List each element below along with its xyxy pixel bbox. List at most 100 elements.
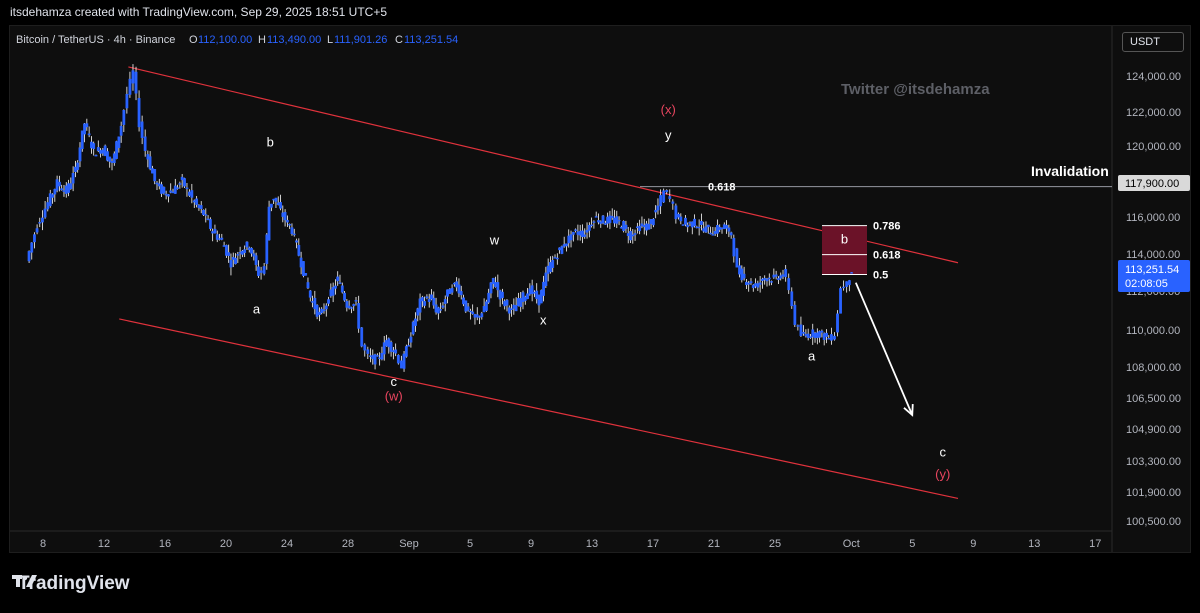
candle-body: [320, 308, 324, 314]
candle-body: [27, 251, 31, 262]
x-tick-label: 5: [467, 538, 473, 550]
x-tick-label: 21: [708, 538, 720, 550]
candle-body: [629, 231, 632, 241]
candle-body: [796, 325, 800, 327]
candle-body: [292, 233, 296, 236]
channel-upper-line[interactable]: [128, 66, 959, 264]
candle-body: [64, 185, 68, 194]
currency-button[interactable]: USDT: [1122, 32, 1184, 52]
fib-level-label: 0.618: [873, 250, 901, 262]
candle-body: [466, 306, 470, 311]
candle-body: [459, 291, 463, 296]
candle-body: [693, 218, 696, 227]
candle-body: [729, 232, 733, 236]
candle-body: [813, 332, 817, 338]
candle-body: [87, 133, 91, 136]
y-tick-label: 103,300.00: [1126, 456, 1181, 468]
candle-body: [112, 153, 116, 164]
candle-body: [122, 110, 126, 125]
candle-body: [747, 282, 751, 285]
candle-body: [60, 188, 64, 191]
candle-body: [784, 268, 788, 278]
candle-body: [839, 288, 842, 314]
candle-body: [478, 316, 481, 318]
fib-b-zone[interactable]: [822, 225, 867, 275]
chart-frame[interactable]: [9, 25, 1191, 553]
x-tick-label: 8: [40, 538, 46, 550]
candle-body: [833, 335, 836, 340]
candle-body: [83, 123, 86, 135]
candle-body: [544, 272, 548, 287]
candle-body: [749, 281, 753, 284]
candle-body: [576, 231, 580, 235]
candle-body: [505, 299, 509, 306]
candle-body: [357, 303, 361, 329]
candle-body: [101, 149, 105, 154]
candle-body: [204, 214, 208, 216]
candle-body: [679, 216, 683, 222]
candle-body: [62, 190, 66, 192]
watermark-text: Twitter @itsdehamza: [841, 81, 990, 98]
candle-body: [571, 231, 575, 235]
candle-body: [80, 130, 84, 150]
legend-low-value: 111,901.26: [334, 34, 387, 46]
candle-body: [94, 154, 98, 157]
candle-body: [167, 194, 170, 197]
candle-body: [498, 290, 502, 300]
candle-body: [164, 193, 168, 196]
candle-body: [815, 332, 819, 338]
candle-body: [555, 257, 559, 260]
candle-body: [448, 289, 452, 294]
candle-body: [530, 285, 534, 295]
candle-body: [301, 261, 305, 277]
candle-body: [631, 234, 635, 237]
x-tick-label: 28: [342, 538, 354, 550]
candle-body: [272, 198, 276, 201]
candle-body: [767, 277, 771, 280]
tradingview-logo-icon: [12, 575, 37, 587]
x-tick-label: 9: [970, 538, 976, 550]
candle-body: [754, 283, 757, 287]
candle-body: [38, 222, 42, 224]
candle-body: [574, 229, 578, 231]
projection-arrow-line[interactable]: [854, 282, 914, 416]
candle-body: [662, 190, 666, 203]
candle-body: [706, 224, 710, 228]
candle-body: [822, 333, 826, 340]
candle-body: [668, 196, 672, 199]
candle-body: [297, 245, 301, 256]
candle-body: [700, 220, 703, 225]
candle-body: [514, 305, 518, 312]
x-tick-label: 17: [647, 538, 659, 550]
candle-body: [686, 224, 690, 228]
candle-body: [539, 290, 543, 304]
candle-body: [560, 246, 564, 254]
candle-body: [257, 266, 260, 277]
candle-body: [567, 235, 571, 244]
candle-body: [115, 141, 118, 159]
candle-body: [41, 217, 44, 223]
candle-body: [343, 292, 346, 301]
candle-body: [385, 340, 388, 347]
channel-lower-line[interactable]: [119, 318, 959, 500]
candle-body: [430, 294, 433, 300]
candle-body: [799, 324, 803, 336]
candle-body: [227, 252, 231, 256]
candle-body: [608, 215, 612, 224]
candle-body: [761, 278, 764, 281]
candle-body: [592, 221, 596, 223]
x-tick-label: 13: [586, 538, 598, 550]
candle-body: [262, 266, 266, 274]
candle-body: [192, 200, 196, 203]
candle-body: [290, 227, 294, 235]
candle-body: [234, 257, 237, 265]
candle-body: [414, 318, 417, 326]
candle-body: [551, 259, 555, 268]
candle-body: [202, 209, 205, 216]
candle-body: [549, 262, 552, 273]
legend-symbol: Bitcoin / TetherUS · 4h · Binance: [16, 34, 175, 46]
tradingview-logo[interactable]: TradingView: [12, 573, 130, 595]
candle-body: [171, 191, 175, 194]
candle-body: [90, 141, 93, 149]
